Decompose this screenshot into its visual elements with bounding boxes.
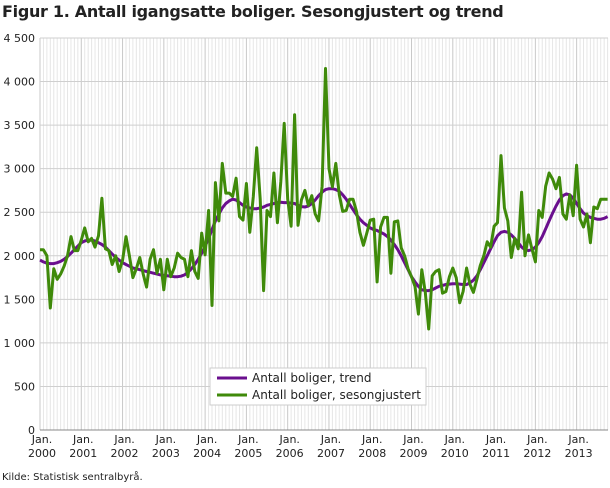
line-chart: 0 500 1 000 1 500 2 000 2 500 3 000 3 500 4 000 4… bbox=[4, 32, 609, 460]
y-tick-label: 0 bbox=[28, 424, 35, 437]
legend-box bbox=[209, 367, 427, 406]
x-tick-label-month: Jan. bbox=[72, 433, 93, 446]
x-tick-label-month: Jan. bbox=[113, 433, 134, 446]
x-tick-label-year: 2008 bbox=[358, 447, 386, 460]
legend-trend-label: Antall boliger, trend bbox=[252, 371, 372, 385]
y-tick-label: 3 500 bbox=[4, 119, 36, 132]
x-tick-label-month: Jan. bbox=[444, 433, 465, 446]
x-tick-label-month: Jan. bbox=[526, 433, 547, 446]
y-axis-ticks: 0 500 1 000 1 500 2 000 2 500 3 000 3 500 4 000 4… bbox=[4, 32, 36, 437]
legend: Antall boliger, trend Antall boliger, se… bbox=[209, 367, 427, 406]
x-tick-label-year: 2009 bbox=[400, 447, 428, 460]
x-tick-label-year: 2007 bbox=[317, 447, 345, 460]
y-tick-label: 1 000 bbox=[4, 337, 36, 350]
x-tick-label-month: Jan. bbox=[278, 433, 299, 446]
x-tick-label-year: 2013 bbox=[565, 447, 593, 460]
series-seasonal-line bbox=[40, 67, 608, 331]
x-tick-label-month: Jan. bbox=[196, 433, 217, 446]
y-tick-label: 2 000 bbox=[4, 250, 36, 263]
x-tick-label-month: Jan. bbox=[567, 433, 588, 446]
source-note: Kilde: Statistisk sentralbyrå. bbox=[2, 472, 143, 483]
x-tick-label-month: Jan. bbox=[320, 433, 341, 446]
chart-title: Figur 1. Antall igangsatte boliger. Seso… bbox=[2, 2, 504, 21]
series-trend-line bbox=[39, 187, 609, 293]
x-tick-label-month: Jan. bbox=[155, 433, 176, 446]
x-tick-label-year: 2004 bbox=[193, 447, 221, 460]
x-tick-label-month: Jan. bbox=[237, 433, 258, 446]
x-tick-label-year: 2005 bbox=[234, 447, 262, 460]
x-tick-label-year: 2001 bbox=[69, 447, 97, 460]
y-tick-label: 500 bbox=[14, 380, 35, 393]
x-tick-label-year: 2012 bbox=[523, 447, 551, 460]
y-tick-label: 4 000 bbox=[4, 76, 36, 89]
x-tick-label-month: Jan. bbox=[361, 433, 382, 446]
x-tick-label-month: Jan. bbox=[31, 433, 52, 446]
x-tick-label-year: 2002 bbox=[111, 447, 139, 460]
x-tick-label-month: Jan. bbox=[485, 433, 506, 446]
y-tick-label: 1 500 bbox=[4, 293, 36, 306]
series-lines bbox=[39, 67, 609, 331]
x-axis-ticks: Jan.2000Jan.2001Jan.2002Jan.2003Jan.2004… bbox=[28, 433, 593, 460]
y-tick-label: 4 500 bbox=[4, 32, 36, 45]
legend-seasonal-label: Antall boliger, sesongjustert bbox=[252, 388, 421, 402]
x-tick-label-year: 2000 bbox=[28, 447, 56, 460]
x-tick-label-year: 2011 bbox=[482, 447, 510, 460]
y-tick-label: 3 000 bbox=[4, 163, 36, 176]
x-tick-label-year: 2010 bbox=[441, 447, 469, 460]
y-tick-label: 2 500 bbox=[4, 206, 36, 219]
x-tick-label-year: 2003 bbox=[152, 447, 180, 460]
x-tick-label-month: Jan. bbox=[402, 433, 423, 446]
x-tick-label-year: 2006 bbox=[276, 447, 304, 460]
